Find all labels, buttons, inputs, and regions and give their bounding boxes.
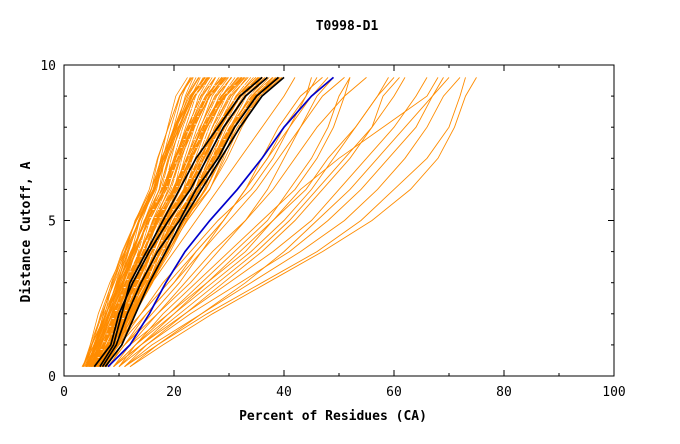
axes: 0 20 40 60 80 100 0 5 10: [40, 59, 625, 400]
models-series-line: [113, 77, 351, 368]
x-axis-label: Percent of Residues (CA): [239, 409, 427, 424]
models-series-line: [102, 77, 329, 367]
models-series-line: [102, 77, 312, 367]
models-series-line: [118, 77, 406, 368]
models-series-line: [124, 77, 466, 368]
reference-series-line: [101, 76, 280, 368]
x-tick-label: 40: [276, 385, 292, 400]
reference-series-line: [104, 76, 285, 368]
models-series-line: [107, 77, 345, 367]
models-series-line: [129, 77, 450, 368]
y-tick-label: 0: [48, 370, 56, 385]
model-band-line: [91, 77, 208, 367]
models-series-line: [113, 77, 395, 368]
highlight-series-line: [107, 76, 335, 368]
models-series-line: [118, 77, 351, 367]
models-series-line: [118, 77, 444, 368]
y-axis-label: Distance Cutoff, A: [19, 161, 34, 302]
models-series-line: [124, 77, 400, 368]
models-series-line: [96, 77, 296, 367]
models-series-line: [113, 77, 428, 368]
model-band-line: [106, 77, 282, 367]
y-tick-label: 5: [48, 215, 56, 230]
models-series-line: [124, 77, 461, 368]
x-tick-label: 20: [166, 385, 182, 400]
chart-title: T0998-D1: [316, 19, 379, 34]
x-tick-label: 0: [60, 385, 68, 400]
models-series-line: [129, 77, 477, 368]
reference-series-line: [99, 76, 263, 368]
y-tick-label: 10: [40, 59, 56, 74]
reference-series-line: [93, 76, 269, 368]
x-tick-label: 80: [496, 385, 512, 400]
x-tick-label: 60: [386, 385, 402, 400]
x-tick-label: 100: [602, 385, 625, 400]
model-band-line: [103, 77, 283, 367]
models-series-line: [107, 77, 367, 367]
model-band-line: [92, 77, 227, 367]
model-band-line: [86, 77, 226, 367]
